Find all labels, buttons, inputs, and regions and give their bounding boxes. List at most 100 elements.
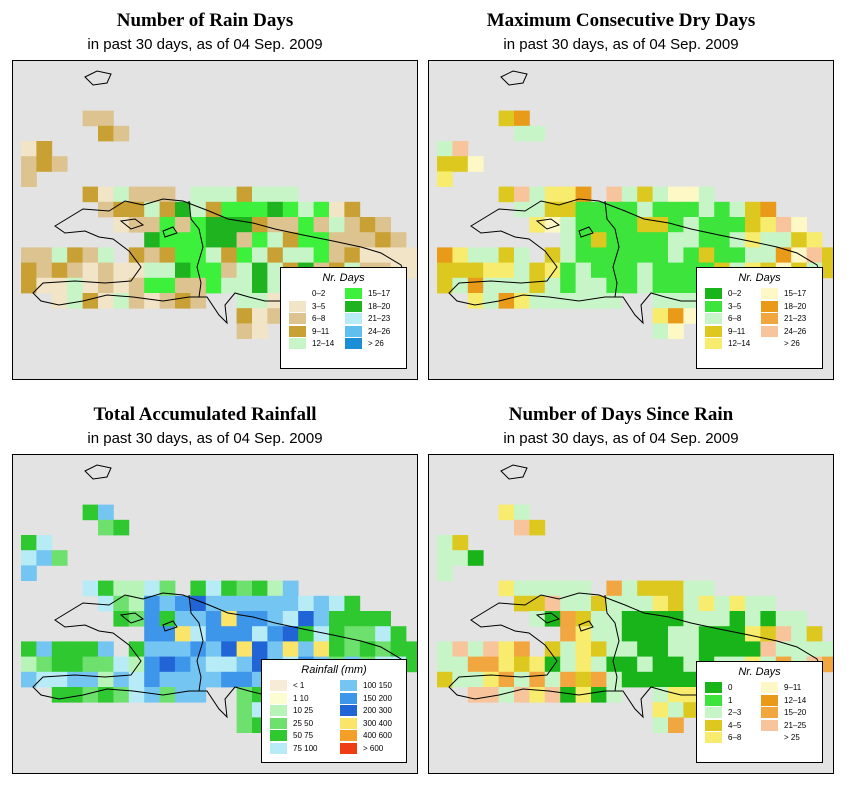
panel-subtitle: in past 30 days, as of 04 Sep. 2009 [87,36,323,53]
grid-cell [791,611,807,627]
grid-cell [375,611,391,627]
grid-cell [113,277,130,294]
legend-swatch [705,682,722,693]
grid-cell [36,671,53,688]
legend-item: 2–3 [705,707,741,719]
grid-cell [575,217,592,233]
panel-title: Number of Days Since Rain [508,404,734,425]
legend-swatch [270,742,287,754]
legend-label: 10 25 [293,706,314,715]
grid-cell [98,186,114,203]
grid-cell [144,217,160,233]
grid-cell [698,595,715,612]
grid-cell [205,626,222,642]
grid-cell [98,201,114,218]
grid-cell [144,247,160,263]
grid-cell [282,217,299,233]
grid-cell [267,232,284,248]
grid-cell [375,232,391,248]
grid-cell [82,262,99,279]
panel-title: Maximum Consecutive Dry Days [486,10,756,31]
grid-cell [175,201,191,218]
grid-cell [606,201,623,218]
grid-cell [514,519,530,536]
grid-cell [745,641,761,657]
legend-label: < 1 [293,681,305,690]
grid-cell [683,201,700,218]
grid-cell [683,308,700,324]
grid-cell [514,687,530,703]
legend-swatch [270,717,287,729]
grid-cell [544,671,561,688]
grid-cell [683,247,700,263]
grid-cell [652,611,669,627]
grid-cell [175,262,191,279]
grid-cell [236,717,253,733]
legend-title: Nr. Days [738,272,781,284]
grid-cell [668,656,684,673]
grid-cell [652,247,669,263]
grid-cell [591,232,607,248]
grid-cell [282,641,299,657]
grid-cell [190,247,207,263]
grid-cell [668,247,684,263]
grid-cell [82,293,99,309]
grid-cell [452,277,469,294]
grid-cell [21,156,37,172]
grid-cell [159,262,176,279]
legend-label: 2–3 [728,708,742,717]
grid-cell [668,262,684,279]
coastline [32,592,406,719]
grid-cell [745,611,761,627]
grid-cell [67,262,83,279]
grid-cell [714,611,730,627]
grid-cell [621,217,638,233]
legend-label: 24–26 [784,326,807,336]
grid-cell [51,293,68,309]
grid-cell [514,504,530,521]
grid-cell [175,656,191,673]
coastline [162,226,178,238]
grid-cell [344,611,361,627]
grid-cell [606,595,623,612]
legend-item: 12–14 [289,338,334,350]
grid-cell [498,641,515,657]
legend-label: 21–25 [784,720,807,730]
grid-cell [190,217,207,233]
grid-cell [221,626,237,642]
grid-cell [359,232,376,248]
legend-item: 6–8 [705,313,741,325]
grid-cell [483,262,499,279]
legend-item: 15–17 [761,288,806,300]
grid-cell [159,656,176,673]
grid-cell [329,247,345,263]
legend-swatch [345,300,362,312]
grid-cell [652,262,669,279]
grid-cell [652,217,669,233]
grid-cell [390,232,407,248]
grid-cell [822,262,833,279]
grid-cell [652,595,669,612]
grid-cell [668,323,684,339]
panel-title: Total Accumulated Rainfall [93,404,317,425]
grid-cell [498,293,515,309]
grid-cell [437,277,453,294]
legend-label: 9–11 [784,683,802,692]
grid-cell [806,626,823,642]
grid-cell [775,626,792,642]
grid-cell [637,671,653,688]
grid-cell [668,595,684,612]
grid-cell [144,671,160,688]
grid-cell [621,580,638,597]
grid-cell [406,262,417,279]
grid-cell [128,580,145,597]
grid-cell [437,550,453,566]
country-border [604,200,620,298]
grid-cell [529,277,546,294]
grid-cell [775,641,792,657]
grid-cell [698,626,715,642]
grid-cell [452,550,469,566]
grid-cell [21,565,37,581]
legend-swatch [705,325,722,337]
grid-cell [529,595,546,612]
